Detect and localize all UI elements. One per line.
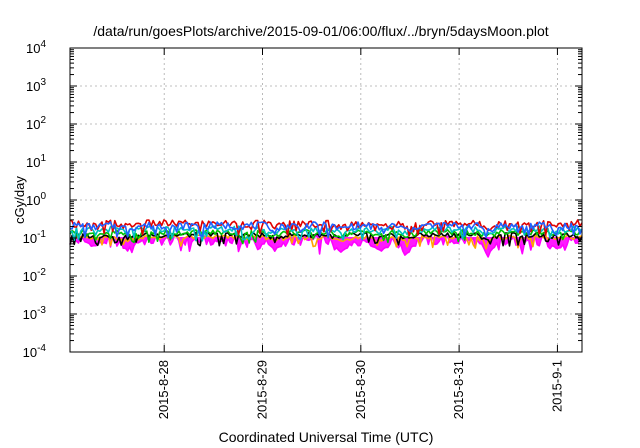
y-tick-label: 102: [26, 115, 46, 132]
series-layer: [69, 219, 583, 258]
y-axis-label: cGy/day: [12, 176, 27, 224]
y-tick-label: 103: [26, 77, 46, 94]
y-tick-label: 10-3: [23, 305, 47, 322]
x-tick-label: 2015-9-1: [549, 360, 564, 412]
x-tick-label: 2015-8-31: [451, 360, 466, 419]
series-area: [70, 235, 582, 257]
x-axis-ticks: 2015-8-28 2015-8-29 2015-8-30 2015-8-31 2015…: [156, 48, 564, 419]
y-tick-label: 104: [26, 39, 46, 56]
series-line: [69, 221, 583, 239]
x-tick-label: 2015-8-29: [255, 360, 270, 419]
grid-lines: [70, 48, 582, 352]
y-tick-label: 101: [26, 153, 46, 170]
series-line: [69, 219, 583, 237]
y-tick-label: 10-2: [23, 267, 47, 284]
x-tick-label: 2015-8-30: [353, 360, 368, 419]
y-tick-label: 10-1: [23, 229, 47, 246]
y-axis-ticks: 10-4 10-3 10-2 10-1 100 101 102 103 104: [23, 39, 582, 360]
x-tick-label: 2015-8-28: [156, 360, 171, 419]
y-tick-label: 10-4: [23, 343, 47, 360]
x-axis-label: Coordinated Universal Time (UTC): [219, 429, 434, 445]
y-tick-label: 100: [26, 191, 46, 208]
chart-title: /data/run/goesPlots/archive/2015-09-01/0…: [93, 23, 548, 39]
